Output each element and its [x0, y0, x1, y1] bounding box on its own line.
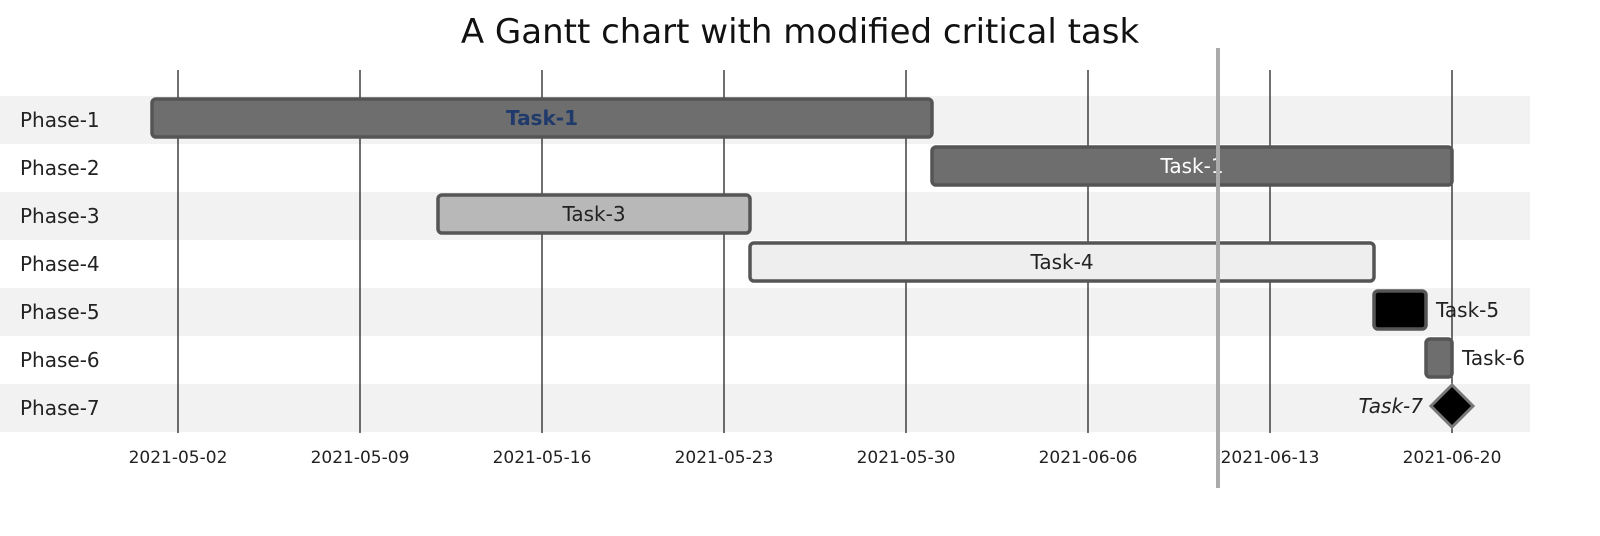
phase-label: Phase-5 [20, 300, 100, 324]
phase-label: Phase-2 [20, 156, 100, 180]
row-band [0, 384, 1530, 432]
phase-label: Phase-1 [20, 108, 100, 132]
task-label: Task-1 [1159, 154, 1223, 178]
x-tick-label: 2021-05-23 [675, 448, 774, 468]
x-tick-label: 2021-06-06 [1039, 448, 1138, 468]
phase-label: Phase-7 [20, 396, 100, 420]
phase-label: Phase-6 [20, 348, 100, 372]
phase-label: Phase-4 [20, 252, 100, 276]
chart-title: A Gantt chart with modified critical tas… [460, 12, 1140, 52]
x-tick-label: 2021-05-30 [857, 448, 956, 468]
gantt-bar [436, 193, 752, 235]
row-band [0, 192, 1530, 240]
x-tick-label: 2021-06-13 [1221, 448, 1320, 468]
task-label: Task-6 [1461, 346, 1525, 370]
x-tick-label: 2021-05-16 [493, 448, 592, 468]
x-tick-label: 2021-06-20 [1403, 448, 1502, 468]
gantt-bar [930, 145, 1454, 187]
gantt-bar [150, 97, 934, 139]
gantt-milestone [1428, 382, 1476, 430]
phase-label: Phase-3 [20, 204, 100, 228]
x-tick-label: 2021-05-02 [129, 448, 228, 468]
task-label: Task-4 [1029, 250, 1093, 274]
task-label: Task-7 [1359, 394, 1424, 418]
task-label: Task-3 [561, 202, 625, 226]
task-label: Task-5 [1435, 298, 1499, 322]
gantt-bar [1424, 337, 1454, 379]
row-band [0, 288, 1530, 336]
x-tick-label: 2021-05-09 [311, 448, 410, 468]
task-label: Task-1 [506, 106, 578, 130]
gantt-bar [1372, 289, 1428, 331]
